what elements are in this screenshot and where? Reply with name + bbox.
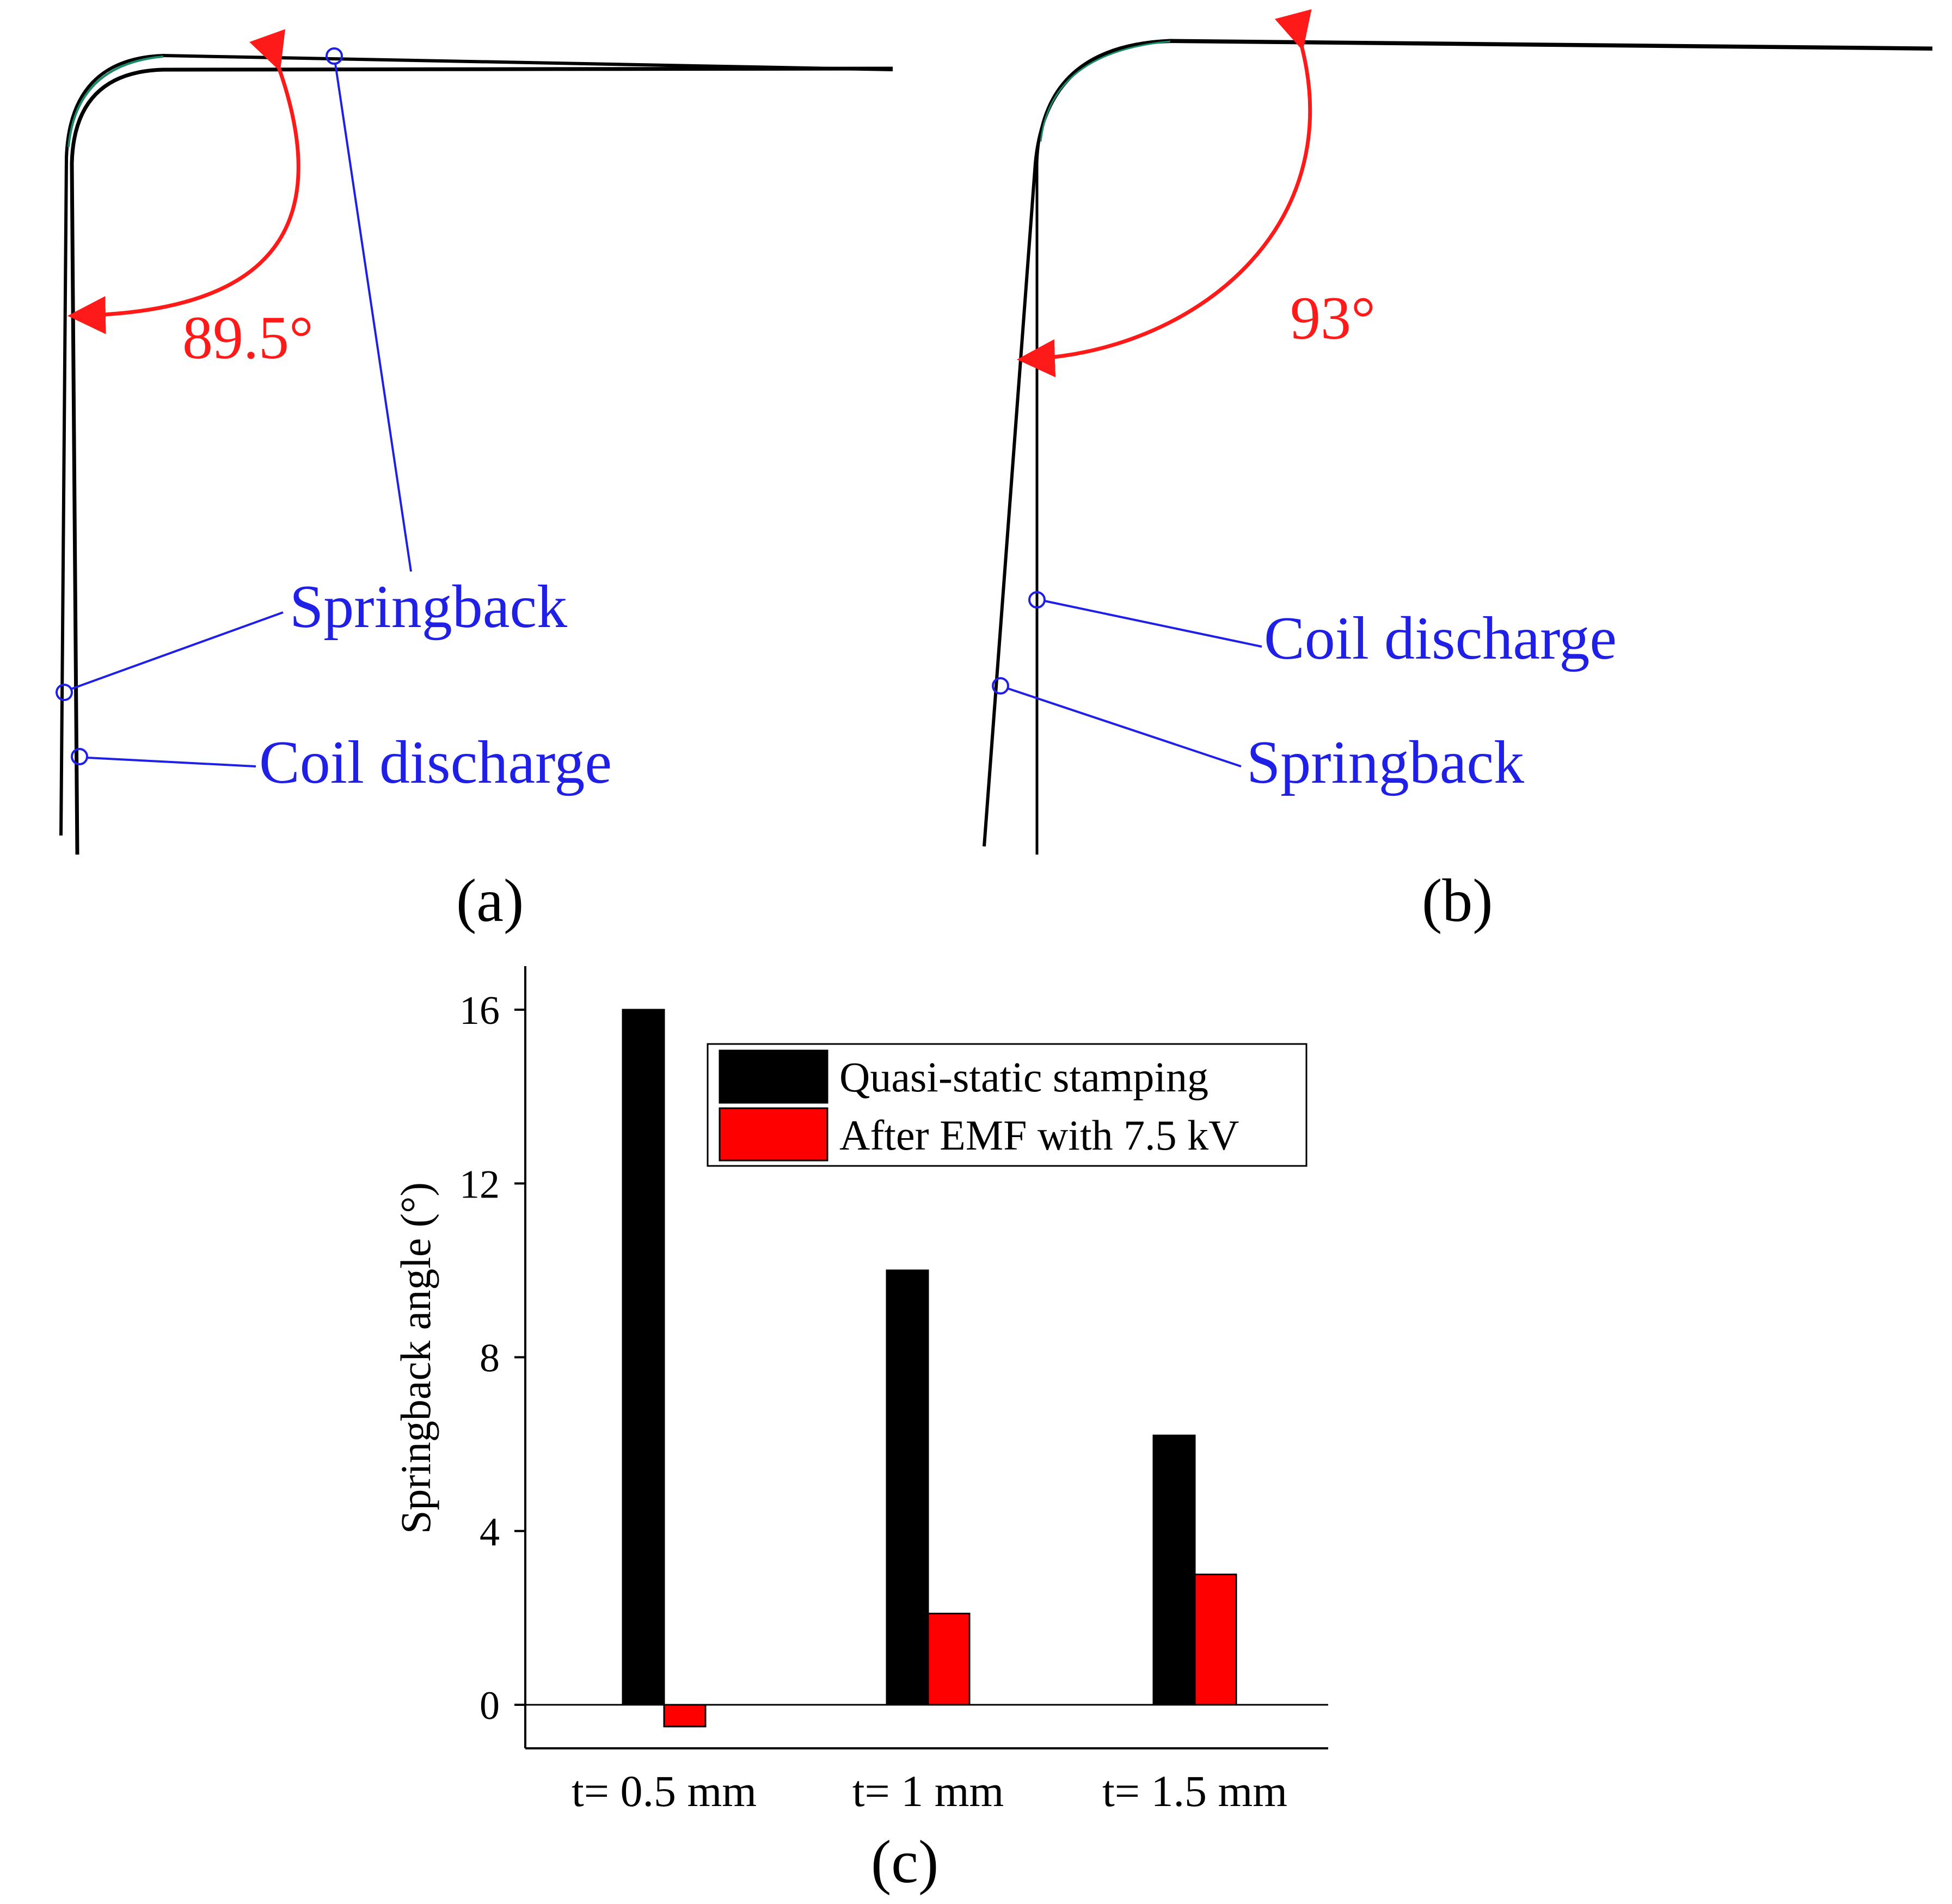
bar-quasi-static-t05 [622, 1009, 665, 1706]
panel-b-springback-label: Springback [1247, 729, 1524, 796]
panel-b-springback-marker [992, 677, 1009, 695]
panel-a-angle-arrow [67, 29, 300, 334]
panel-b: 93° Coil discharge Springback (b) [983, 9, 1933, 935]
panel-c-chart: 0 4 8 12 16 t= 0.5 mm t= 1 mm t= 1.5 mm … [392, 966, 1328, 1896]
panel-b-springback-profile [983, 39, 1933, 847]
y-axis-title: Springback angle (°) [392, 1182, 439, 1534]
bars [622, 1009, 1237, 1728]
panel-a: 89.5° Springback Coil discharge (a) [56, 29, 893, 935]
legend-label-quasi-static: Quasi-static stamping [839, 1053, 1208, 1101]
panel-b-coil-leader [1044, 600, 1262, 648]
x-tick-label-t05: t= 0.5 mm [572, 1766, 757, 1816]
y-tick-label-4: 16 [459, 988, 500, 1033]
bar-emf-t1 [927, 1612, 971, 1706]
bar-quasi-static-t1 [886, 1269, 929, 1706]
panel-a-coil-marker [71, 748, 88, 765]
panel-a-springback-leader-2 [70, 611, 284, 690]
panel-b-caption: (b) [1422, 867, 1493, 935]
panel-a-springback-leader [334, 63, 412, 572]
x-tick-label-t15: t= 1.5 mm [1102, 1766, 1287, 1816]
y-tick-label-1: 4 [480, 1510, 500, 1555]
legend: Quasi-static stamping After EMF with 7.5… [707, 1043, 1308, 1167]
panel-a-springback-label: Springback [290, 573, 567, 641]
bar-emf-t15 [1194, 1574, 1237, 1706]
panel-b-springback-leader [1008, 687, 1242, 767]
panel-b-angle-arrow [1017, 9, 1312, 378]
legend-label-emf: After EMF with 7.5 kV [839, 1111, 1239, 1159]
panel-a-springback-profile [59, 53, 893, 836]
x-tick-label-t1: t= 1 mm [852, 1766, 1004, 1816]
panel-b-angle-label: 93° [1290, 285, 1376, 352]
panel-b-coil-label: Coil discharge [1264, 605, 1617, 672]
panel-a-coil-label: Coil discharge [259, 729, 612, 796]
y-ticks: 0 4 8 12 16 [459, 988, 525, 1728]
panel-a-coil-leader [87, 757, 256, 767]
panel-a-springback-marker-2 [56, 684, 73, 701]
legend-swatch-quasi-static [719, 1049, 828, 1104]
legend-swatch-emf [719, 1107, 828, 1162]
panel-a-springback-marker [326, 47, 343, 65]
panel-c-caption: (c) [871, 1828, 938, 1896]
panel-b-coil-marker [1028, 591, 1046, 609]
bar-quasi-static-t15 [1152, 1434, 1196, 1706]
panel-a-caption: (a) [456, 867, 524, 935]
y-tick-label-3: 12 [459, 1162, 500, 1207]
panel-a-angle-label: 89.5° [182, 304, 314, 372]
bar-emf-t05 [663, 1704, 707, 1728]
y-tick-label-2: 8 [480, 1336, 500, 1381]
y-tick-label-0: 0 [480, 1684, 500, 1728]
